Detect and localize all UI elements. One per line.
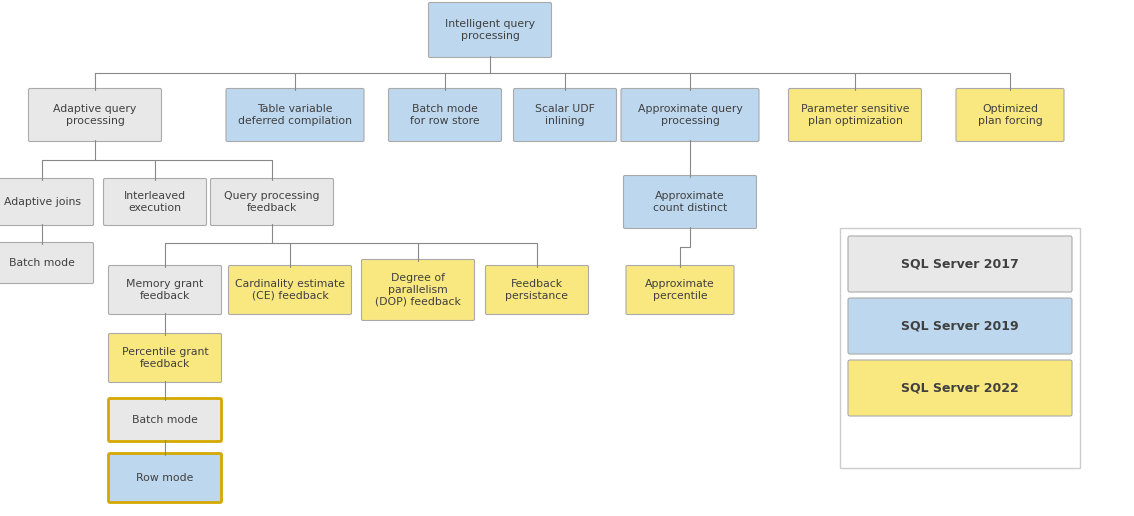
Text: Adaptive query
processing: Adaptive query processing xyxy=(53,104,136,126)
Text: Query processing
feedback: Query processing feedback xyxy=(225,191,320,213)
Text: Batch mode: Batch mode xyxy=(132,415,198,425)
FancyBboxPatch shape xyxy=(514,89,617,141)
FancyBboxPatch shape xyxy=(362,260,474,320)
FancyBboxPatch shape xyxy=(840,228,1080,468)
Text: Table variable
deferred compilation: Table variable deferred compilation xyxy=(238,104,352,126)
Text: Feedback
persistance: Feedback persistance xyxy=(506,279,568,301)
FancyBboxPatch shape xyxy=(848,298,1072,354)
Text: Scalar UDF
inlining: Scalar UDF inlining xyxy=(535,104,595,126)
Text: Approximate
percentile: Approximate percentile xyxy=(645,279,714,301)
Text: Adaptive joins: Adaptive joins xyxy=(3,197,81,207)
FancyBboxPatch shape xyxy=(788,89,922,141)
Text: Batch mode: Batch mode xyxy=(9,258,75,268)
Text: Memory grant
feedback: Memory grant feedback xyxy=(126,279,204,301)
Text: Parameter sensitive
plan optimization: Parameter sensitive plan optimization xyxy=(801,104,909,126)
Text: SQL Server 2017: SQL Server 2017 xyxy=(902,257,1018,270)
FancyBboxPatch shape xyxy=(109,454,221,503)
Text: Interleaved
execution: Interleaved execution xyxy=(124,191,186,213)
FancyBboxPatch shape xyxy=(485,266,589,314)
FancyBboxPatch shape xyxy=(0,179,93,225)
Text: Row mode: Row mode xyxy=(136,473,194,483)
FancyBboxPatch shape xyxy=(848,360,1072,416)
FancyBboxPatch shape xyxy=(103,179,206,225)
FancyBboxPatch shape xyxy=(109,398,221,442)
Text: Percentile grant
feedback: Percentile grant feedback xyxy=(121,347,209,369)
FancyBboxPatch shape xyxy=(626,266,734,314)
Text: Approximate query
processing: Approximate query processing xyxy=(637,104,743,126)
FancyBboxPatch shape xyxy=(956,89,1064,141)
FancyBboxPatch shape xyxy=(109,266,221,314)
Text: Batch mode
for row store: Batch mode for row store xyxy=(411,104,480,126)
FancyBboxPatch shape xyxy=(0,243,93,283)
FancyBboxPatch shape xyxy=(389,89,501,141)
Text: Degree of
parallelism
(DOP) feedback: Degree of parallelism (DOP) feedback xyxy=(375,273,460,307)
FancyBboxPatch shape xyxy=(848,236,1072,292)
FancyBboxPatch shape xyxy=(621,89,759,141)
FancyBboxPatch shape xyxy=(28,89,161,141)
Text: Optimized
plan forcing: Optimized plan forcing xyxy=(978,104,1042,126)
FancyBboxPatch shape xyxy=(211,179,333,225)
Text: Intelligent query
processing: Intelligent query processing xyxy=(445,19,535,41)
Text: SQL Server 2022: SQL Server 2022 xyxy=(902,381,1018,395)
FancyBboxPatch shape xyxy=(228,266,352,314)
Text: Cardinality estimate
(CE) feedback: Cardinality estimate (CE) feedback xyxy=(235,279,345,301)
Text: SQL Server 2019: SQL Server 2019 xyxy=(902,319,1018,332)
FancyBboxPatch shape xyxy=(624,175,756,229)
FancyBboxPatch shape xyxy=(429,3,551,57)
FancyBboxPatch shape xyxy=(226,89,364,141)
Text: Approximate
count distinct: Approximate count distinct xyxy=(653,191,727,213)
FancyBboxPatch shape xyxy=(109,333,221,382)
